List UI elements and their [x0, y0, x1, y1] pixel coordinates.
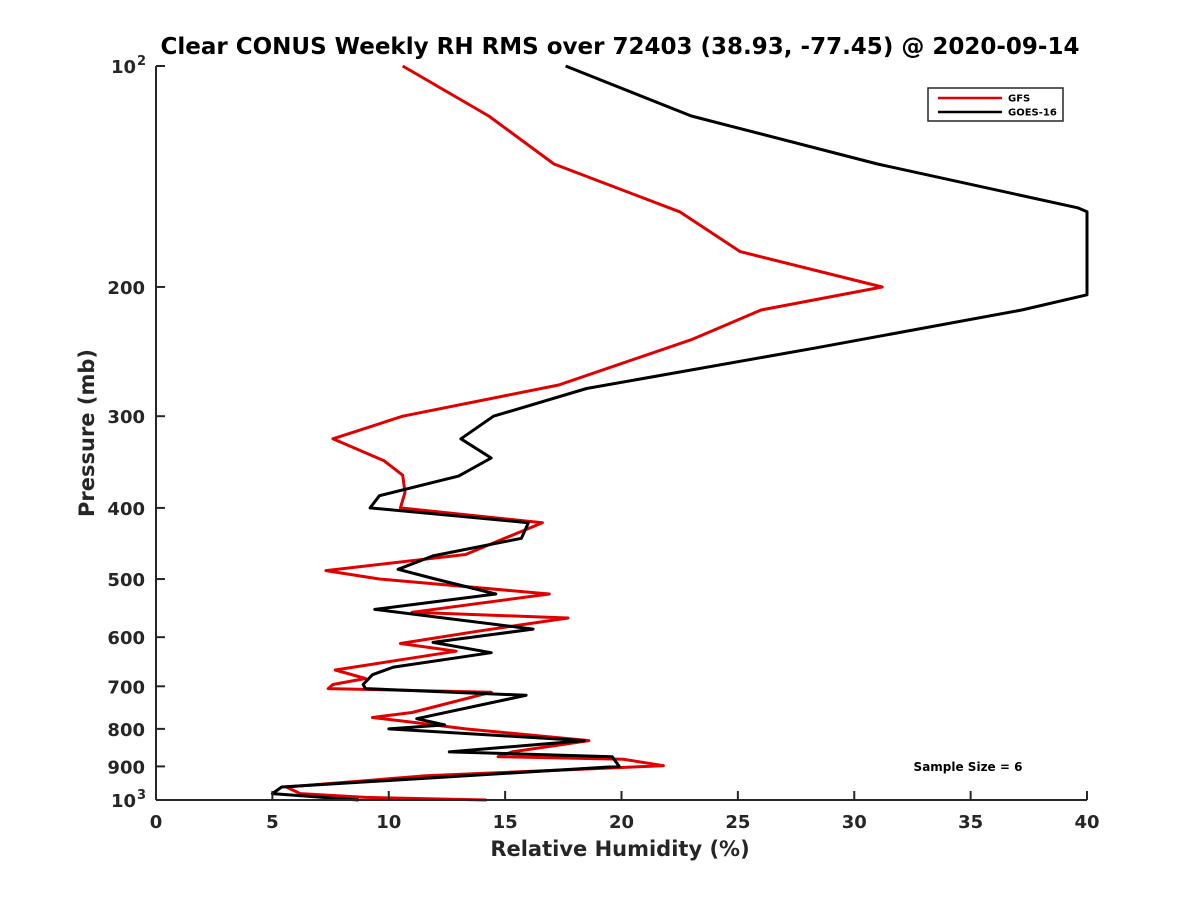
x-tick-label: 5	[266, 812, 279, 833]
y-tick-label-exponent: 2	[137, 54, 146, 69]
sample-size-annotation: Sample Size = 6	[914, 760, 1023, 774]
y-tick-label-exponent: 3	[137, 788, 146, 803]
y-tick-label: 10	[111, 57, 136, 78]
x-axis-label: Relative Humidity (%)	[490, 837, 749, 861]
series-line-gfs	[284, 64, 884, 802]
x-tick-label: 35	[958, 812, 983, 833]
series-line-goes-16	[270, 64, 1089, 802]
x-ticks: 0 5 10 15 20 25 30 35 40	[150, 791, 1100, 833]
y-tick-label: 500	[107, 570, 145, 591]
legend-items: GFS GOES-16	[938, 94, 1057, 119]
y-tick-label: 300	[107, 407, 145, 428]
x-tick-label: 20	[609, 812, 634, 833]
x-tick-label: 0	[150, 812, 163, 833]
x-tick-label: 30	[842, 812, 867, 833]
x-tick-label: 15	[493, 812, 518, 833]
y-tick-label: 400	[107, 499, 145, 520]
x-tick-label: 25	[725, 812, 750, 833]
y-tick-label: 900	[107, 757, 145, 778]
y-tick-label: 10	[111, 791, 136, 812]
y-tick-label: 600	[107, 628, 145, 649]
x-tick-label: 40	[1074, 812, 1099, 833]
legend-box	[927, 87, 1064, 122]
legend: GFS GOES-16	[927, 87, 1064, 122]
legend-label: GOES-16	[1008, 108, 1057, 119]
series-layer	[270, 64, 1089, 802]
y-axis-label: Pressure (mb)	[75, 349, 99, 517]
y-tick-label: 700	[107, 677, 145, 698]
y-tick-label: 200	[107, 278, 145, 299]
legend-label: GFS	[1008, 94, 1030, 105]
axes-layer	[155, 66, 1087, 801]
chart-title: Clear CONUS Weekly RH RMS over 72403 (38…	[161, 34, 1080, 60]
x-tick-label: 10	[376, 812, 401, 833]
y-tick-label: 800	[107, 720, 145, 741]
